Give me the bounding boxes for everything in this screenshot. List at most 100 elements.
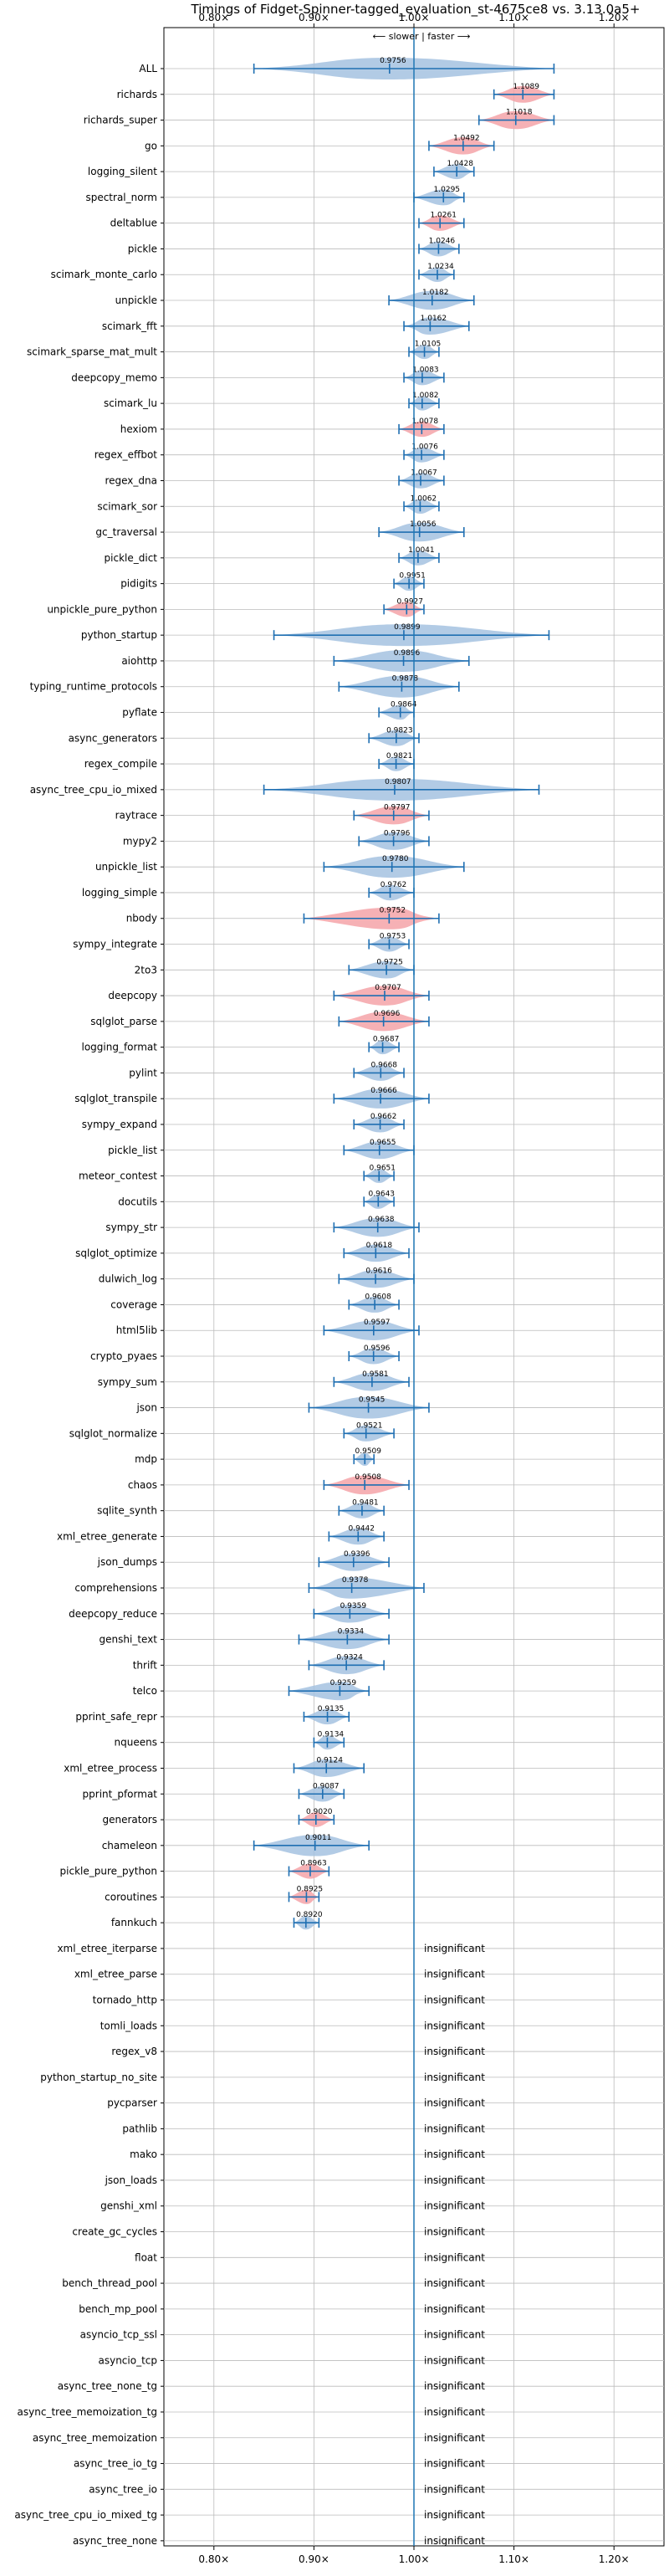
category-label: xml_etree_parse xyxy=(74,1969,157,1980)
category-label: bench_mp_pool xyxy=(79,2303,157,2315)
category-label: go xyxy=(145,140,157,151)
x-tick-label-bottom: 1.00× xyxy=(399,2553,430,2565)
category-label: scimark_lu xyxy=(104,397,157,409)
value-label-telco: 0.9259 xyxy=(330,1679,357,1687)
value-label-richards_super: 1.1018 xyxy=(506,109,533,117)
insignificant-label-async_tree_none_tg: insignificant xyxy=(424,2380,485,2392)
value-label-gc_traversal: 1.0056 xyxy=(410,520,437,529)
value-label-python_startup: 0.9899 xyxy=(394,623,421,632)
category-label: pidigits xyxy=(120,578,157,590)
value-label-raytrace: 0.9797 xyxy=(384,804,411,812)
value-label-mypy2: 0.9796 xyxy=(384,829,411,837)
category-label: logging_format xyxy=(81,1042,157,1053)
value-label-deepcopy: 0.9707 xyxy=(375,984,401,992)
insignificant-label-async_tree_memoization: insignificant xyxy=(424,2432,485,2444)
insignificant-label-python_startup_no_site: insignificant xyxy=(424,2072,485,2083)
category-label: tomli_loads xyxy=(100,2020,157,2031)
category-label: sympy_integrate xyxy=(73,939,157,950)
insignificant-label-json_loads: insignificant xyxy=(424,2174,485,2186)
value-label-pprint_safe_repr: 0.9135 xyxy=(318,1705,345,1713)
category-label: raytrace xyxy=(115,810,157,822)
category-label: scimark_sor xyxy=(97,500,157,512)
value-label-unpickle_list: 0.9780 xyxy=(382,855,409,863)
category-label: xml_etree_process xyxy=(64,1762,157,1774)
value-label-regex_compile: 0.9821 xyxy=(386,752,413,761)
category-label: deepcopy_reduce xyxy=(69,1608,157,1620)
category-label: async_tree_cpu_io_mixed xyxy=(30,784,157,796)
value-label-sqlglot_optimize: 0.9618 xyxy=(366,1242,393,1250)
insignificant-label-async_tree_none: insignificant xyxy=(424,2535,485,2547)
category-label: create_gc_cycles xyxy=(72,2226,157,2238)
value-label-typing_runtime_protocols: 0.9878 xyxy=(392,675,419,684)
value-label-deepcopy_memo: 1.0083 xyxy=(412,366,439,374)
value-label-sqlglot_transpile: 0.9666 xyxy=(370,1087,397,1095)
category-label: python_startup_no_site xyxy=(40,2072,157,2083)
category-label: mako xyxy=(130,2148,157,2160)
category-label: sqlglot_transpile xyxy=(74,1093,157,1104)
category-label: asyncio_tcp_ssl xyxy=(80,2329,157,2341)
value-label-unpickle_pure_python: 0.9927 xyxy=(397,597,424,606)
marks-layer: 0.9756 1.1089 1.1018 1.0492 1.0428 1.0295 1.02… xyxy=(253,28,555,2547)
category-label: scimark_fft xyxy=(102,320,157,332)
category-label: html5lib xyxy=(116,1324,157,1336)
value-label-sympy_expand: 0.9662 xyxy=(370,1113,397,1121)
category-label: fannkuch xyxy=(111,1917,157,1928)
category-label: pprint_pformat xyxy=(83,1788,158,1800)
value-label-thrift: 0.9324 xyxy=(336,1653,363,1662)
x-tick-label-bottom: 0.80× xyxy=(198,2553,229,2565)
category-label: pickle xyxy=(128,243,157,254)
value-label-generators: 0.9020 xyxy=(306,1808,333,1816)
category-label: sqlglot_normalize xyxy=(69,1427,157,1439)
category-label: scimark_sparse_mat_mult xyxy=(27,346,157,358)
insignificant-label-regex_v8: insignificant xyxy=(424,2046,485,2057)
insignificant-label-async_tree_io: insignificant xyxy=(424,2483,485,2495)
category-label: regex_effbot xyxy=(94,449,158,461)
category-label: pickle_pure_python xyxy=(60,1866,157,1877)
category-label: json_dumps xyxy=(97,1556,157,1568)
value-label-pickle_dict: 1.0041 xyxy=(408,546,435,555)
value-label-sympy_str: 0.9638 xyxy=(368,1216,395,1224)
category-label: pickle_list xyxy=(108,1145,157,1156)
category-label: spectral_norm xyxy=(85,192,157,203)
insignificant-label-asyncio_tcp_ssl: insignificant xyxy=(424,2329,485,2341)
value-label-hexiom: 1.0078 xyxy=(412,417,439,426)
category-label: hexiom xyxy=(120,423,157,435)
category-label: coroutines xyxy=(105,1891,157,1903)
category-label: pickle_dict xyxy=(105,552,158,564)
value-label-pickle_list: 0.9655 xyxy=(370,1139,396,1147)
category-label: unpickle_list xyxy=(95,861,157,873)
direction-label: ⟵ slower | faster ⟶ xyxy=(373,31,471,42)
value-label-pylint: 0.9668 xyxy=(371,1061,398,1069)
category-label: asyncio_tcp xyxy=(98,2354,157,2366)
value-label-spectral_norm: 1.0295 xyxy=(434,186,461,194)
value-label-xml_etree_generate: 0.9442 xyxy=(349,1524,375,1533)
value-label-aiohttp: 0.9896 xyxy=(394,649,421,658)
value-label-unpickle: 1.0182 xyxy=(422,289,449,297)
category-label: typing_runtime_protocols xyxy=(30,681,157,693)
category-label: sqlglot_parse xyxy=(90,1016,157,1027)
category-label: async_tree_none xyxy=(73,2535,157,2547)
x-tick-label-top: 0.80× xyxy=(198,12,229,23)
category-label: sqlglot_optimize xyxy=(75,1247,157,1259)
insignificant-label-async_tree_cpu_io_mixed_tg: insignificant xyxy=(424,2509,485,2521)
category-label: nqueens xyxy=(115,1737,157,1749)
insignificant-label-xml_etree_parse: insignificant xyxy=(424,1969,485,1980)
value-label-coverage: 0.9608 xyxy=(365,1293,391,1301)
category-label: python_startup xyxy=(81,629,157,641)
category-label: comprehensions xyxy=(74,1582,157,1594)
category-label: coverage xyxy=(110,1298,157,1310)
category-label: async_generators xyxy=(69,732,157,744)
category-label: json_loads xyxy=(105,2174,157,2186)
value-label-fannkuch: 0.8920 xyxy=(296,1911,323,1919)
value-label-pyflate: 0.9864 xyxy=(391,701,417,709)
category-label: generators xyxy=(102,1814,157,1826)
category-label: regex_v8 xyxy=(111,2046,157,2057)
category-label: crypto_pyaes xyxy=(90,1350,157,1362)
value-label-sqlite_synth: 0.9481 xyxy=(352,1499,379,1508)
insignificant-label-bench_thread_pool: insignificant xyxy=(424,2277,485,2289)
value-label-scimark_fft: 1.0162 xyxy=(421,315,447,323)
category-label: pycparser xyxy=(107,2097,157,2109)
value-label-meteor_contest: 0.9651 xyxy=(370,1165,396,1173)
value-label-async_tree_cpu_io_mixed: 0.9807 xyxy=(385,778,411,786)
category-label: mdp xyxy=(135,1453,157,1465)
